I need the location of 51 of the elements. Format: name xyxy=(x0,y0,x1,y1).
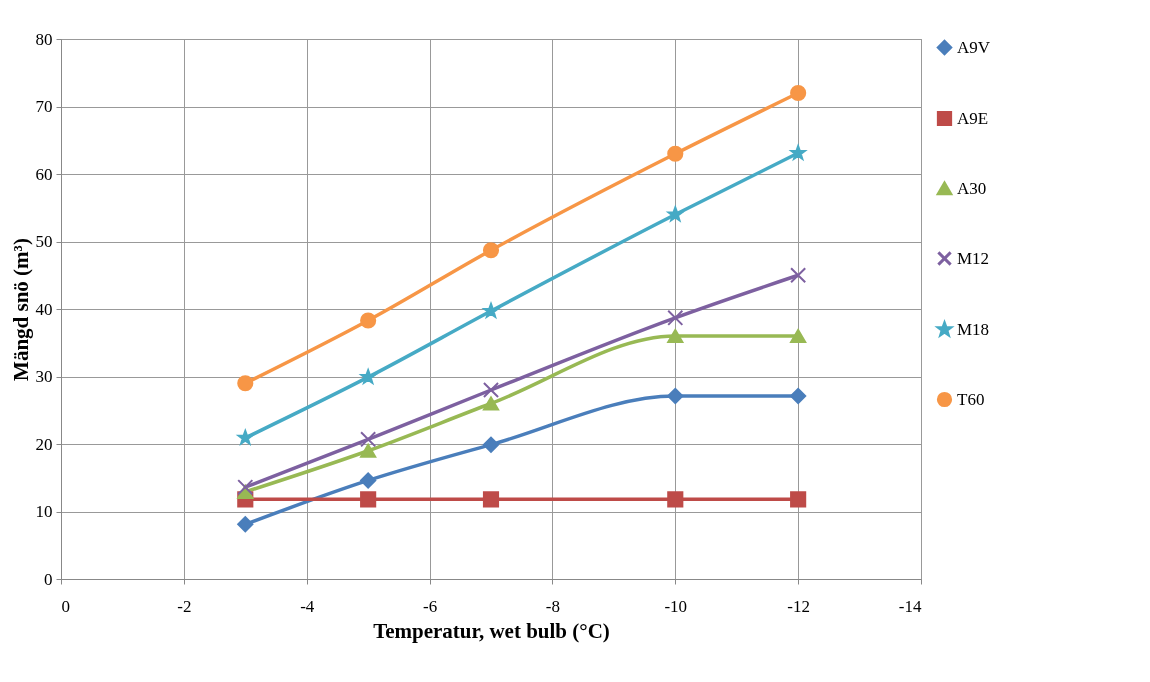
point xyxy=(667,145,684,162)
point xyxy=(482,381,500,399)
point xyxy=(790,491,807,508)
point xyxy=(790,84,807,102)
point xyxy=(360,369,376,384)
legend-label: T60 xyxy=(957,389,985,409)
point xyxy=(667,491,684,508)
point xyxy=(237,479,254,496)
point xyxy=(667,388,684,405)
x-tick-label: -6 xyxy=(422,596,438,616)
point xyxy=(790,388,807,405)
x-tick-label: -14 xyxy=(898,596,922,616)
point xyxy=(667,309,684,326)
y-tick-label: 40 xyxy=(35,299,53,319)
point xyxy=(360,491,377,508)
y-tick-label: 0 xyxy=(44,569,53,589)
legend-label: A9E xyxy=(957,108,989,128)
point xyxy=(482,491,500,508)
point xyxy=(790,328,807,344)
legend-label: M12 xyxy=(957,248,990,268)
point xyxy=(237,375,254,392)
point xyxy=(360,472,377,489)
point xyxy=(790,267,807,284)
x-tick-label: 0 xyxy=(61,596,70,616)
x-tick-label: -10 xyxy=(664,596,688,616)
point xyxy=(482,436,500,453)
x-axis-title: Temperatur, wet bulb (°C) xyxy=(373,618,610,643)
y-tick-label: 10 xyxy=(35,502,53,521)
y-tick-label: 30 xyxy=(35,367,53,386)
point xyxy=(482,242,500,259)
y-tick-label: 20 xyxy=(35,434,53,454)
point xyxy=(482,396,500,411)
point xyxy=(360,312,377,329)
point xyxy=(790,145,806,160)
x-tick-label: -12 xyxy=(787,596,810,616)
y-tick-label: 60 xyxy=(35,164,53,184)
x-tick-label: -8 xyxy=(545,596,561,616)
x-tick-label: -2 xyxy=(177,596,192,616)
point xyxy=(483,302,499,318)
y-tick-label: 70 xyxy=(35,97,53,116)
y-tick-label: 50 xyxy=(35,232,53,251)
point xyxy=(360,431,377,448)
point xyxy=(360,443,377,458)
legend-label: A9V xyxy=(957,37,991,57)
x-tick-label: -4 xyxy=(300,596,315,616)
y-axis-title: Mängd snö (m³) xyxy=(8,238,33,381)
legend-label: A30 xyxy=(957,178,987,198)
legend-label: M18 xyxy=(957,319,990,339)
point xyxy=(667,328,684,344)
point xyxy=(237,516,254,533)
y-tick-label: 80 xyxy=(35,29,53,49)
